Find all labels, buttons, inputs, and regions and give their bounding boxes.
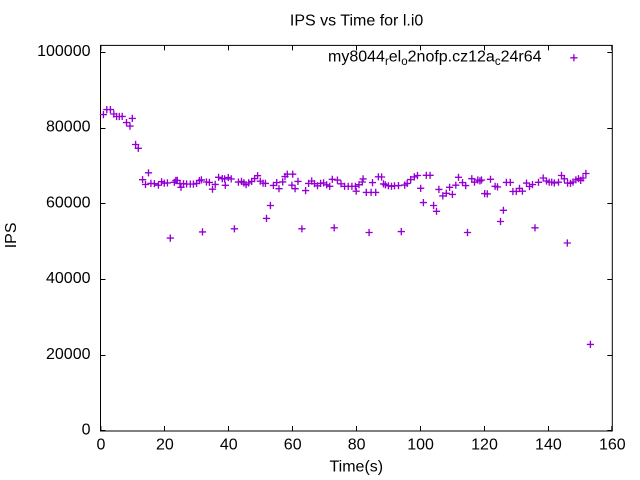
svg-text:80000: 80000	[46, 119, 91, 136]
svg-text:0: 0	[97, 437, 106, 454]
svg-text:IPS: IPS	[3, 223, 20, 249]
svg-text:160: 160	[599, 437, 626, 454]
svg-text:40000: 40000	[46, 270, 91, 287]
svg-text:120: 120	[471, 437, 498, 454]
svg-text:20000: 20000	[46, 346, 91, 363]
svg-text:IPS vs Time for l.i0: IPS vs Time for l.i0	[290, 13, 423, 30]
svg-text:Time(s): Time(s)	[329, 459, 383, 476]
svg-text:40: 40	[220, 437, 238, 454]
svg-text:140: 140	[535, 437, 562, 454]
svg-text:my8044relo2nofp.cz12ac24r64: my8044relo2nofp.cz12ac24r64	[328, 49, 542, 68]
svg-text:60: 60	[284, 437, 302, 454]
svg-text:60000: 60000	[46, 195, 91, 212]
svg-text:80: 80	[348, 437, 366, 454]
svg-text:20: 20	[156, 437, 174, 454]
svg-text:100000: 100000	[37, 43, 90, 60]
svg-text:0: 0	[82, 422, 91, 439]
svg-text:100: 100	[407, 437, 434, 454]
